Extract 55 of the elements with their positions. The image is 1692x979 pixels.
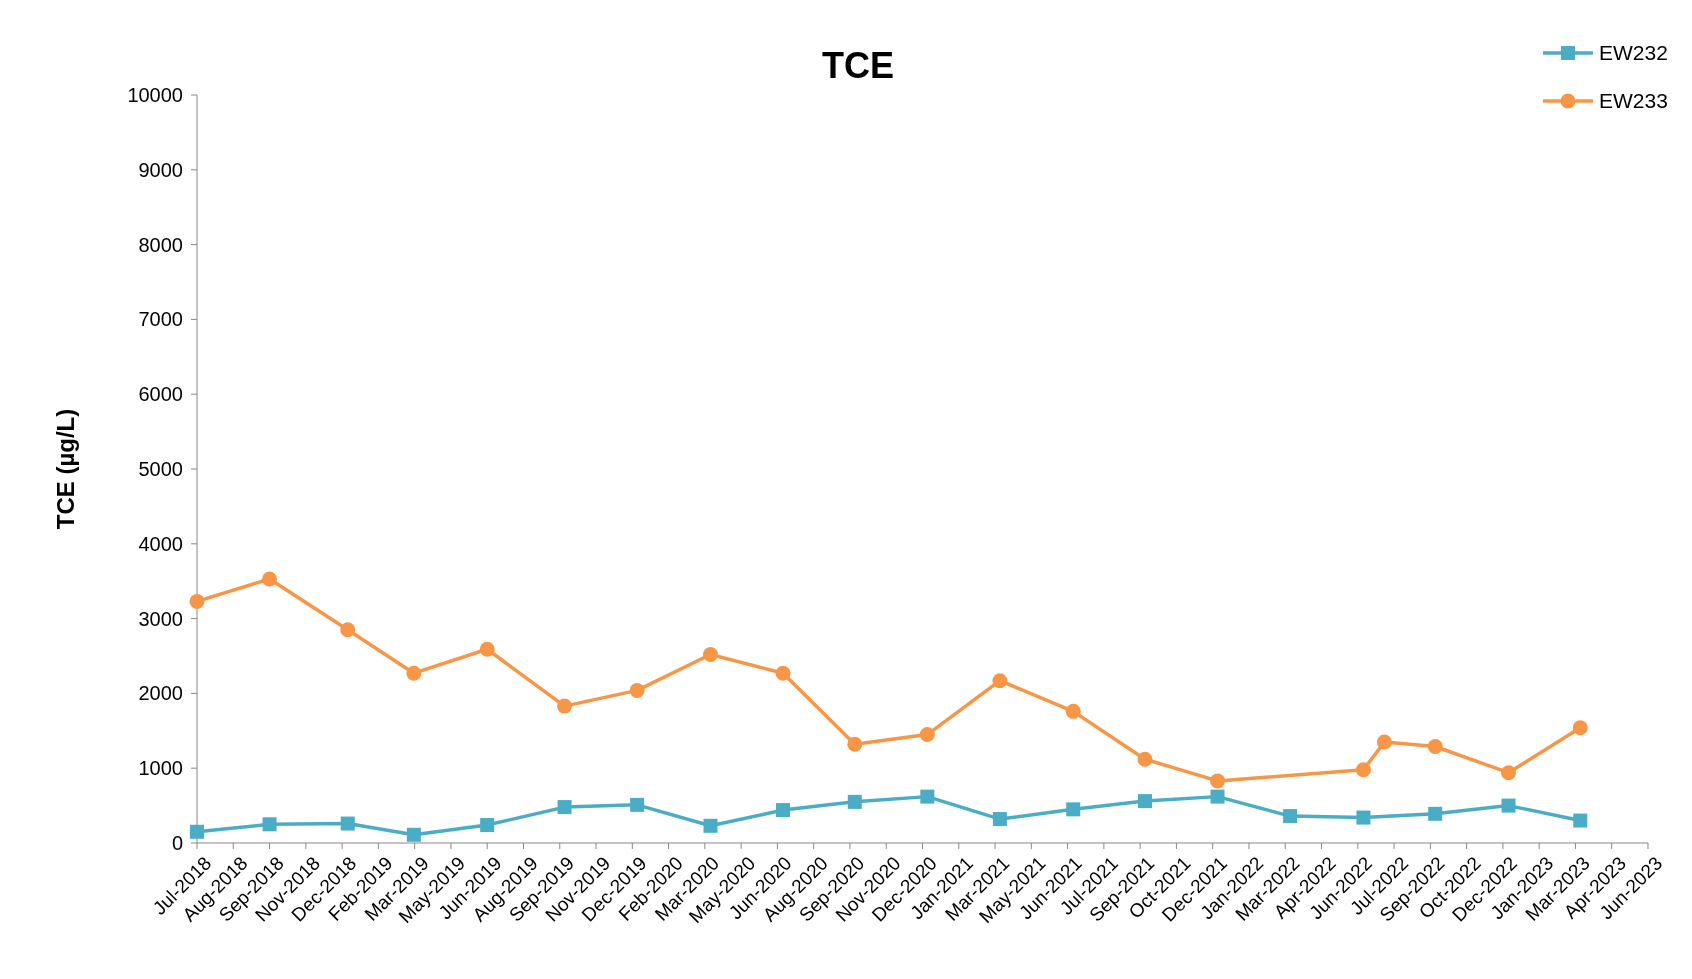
point — [480, 818, 495, 833]
y-tick-label: 10000 — [127, 84, 183, 106]
point — [340, 622, 356, 638]
y-tick-label: 8000 — [138, 233, 183, 256]
y-tick-label: 0 — [171, 832, 183, 854]
y-tick-label: 5000 — [138, 458, 183, 480]
point — [1355, 762, 1371, 778]
legend-label: EW233 — [1599, 89, 1668, 113]
point — [406, 827, 421, 842]
point — [1427, 739, 1443, 755]
point — [1137, 794, 1152, 809]
point — [992, 812, 1007, 827]
y-tick-label: 3000 — [138, 607, 183, 630]
y-tick-label: 7000 — [138, 308, 183, 331]
point — [630, 797, 645, 812]
y-tick-label: 9000 — [138, 158, 183, 181]
y-tick-label: 4000 — [138, 532, 183, 555]
point — [340, 816, 355, 831]
point — [557, 698, 573, 714]
point — [1065, 703, 1081, 719]
point — [1428, 806, 1443, 821]
point — [776, 803, 791, 818]
point — [262, 817, 277, 832]
point — [479, 641, 495, 657]
point — [1066, 802, 1081, 817]
y-axis-title: TCE (µg/L) — [52, 408, 79, 530]
point — [1573, 813, 1588, 828]
point — [775, 665, 791, 681]
point — [1356, 810, 1371, 825]
point — [1572, 720, 1588, 736]
point — [557, 800, 572, 815]
y-tick-label: 1000 — [138, 757, 183, 780]
point — [920, 789, 935, 804]
point — [847, 794, 862, 809]
point — [702, 647, 718, 662]
point — [1376, 734, 1392, 750]
point — [406, 665, 422, 681]
y-tick-label: 2000 — [138, 682, 183, 705]
point — [847, 736, 863, 752]
point — [262, 571, 278, 587]
point — [629, 682, 645, 698]
point — [1210, 773, 1226, 789]
point — [703, 818, 718, 833]
legend-label: EW232 — [1599, 41, 1668, 65]
point — [1210, 789, 1225, 804]
chart-title: TCE — [822, 45, 894, 86]
point — [190, 824, 204, 839]
point — [189, 593, 205, 609]
point — [1501, 798, 1516, 813]
point — [919, 727, 935, 743]
point — [1137, 751, 1153, 767]
point — [992, 673, 1008, 689]
point — [1283, 809, 1298, 824]
y-tick-label: 6000 — [138, 383, 183, 406]
point — [1501, 765, 1517, 781]
